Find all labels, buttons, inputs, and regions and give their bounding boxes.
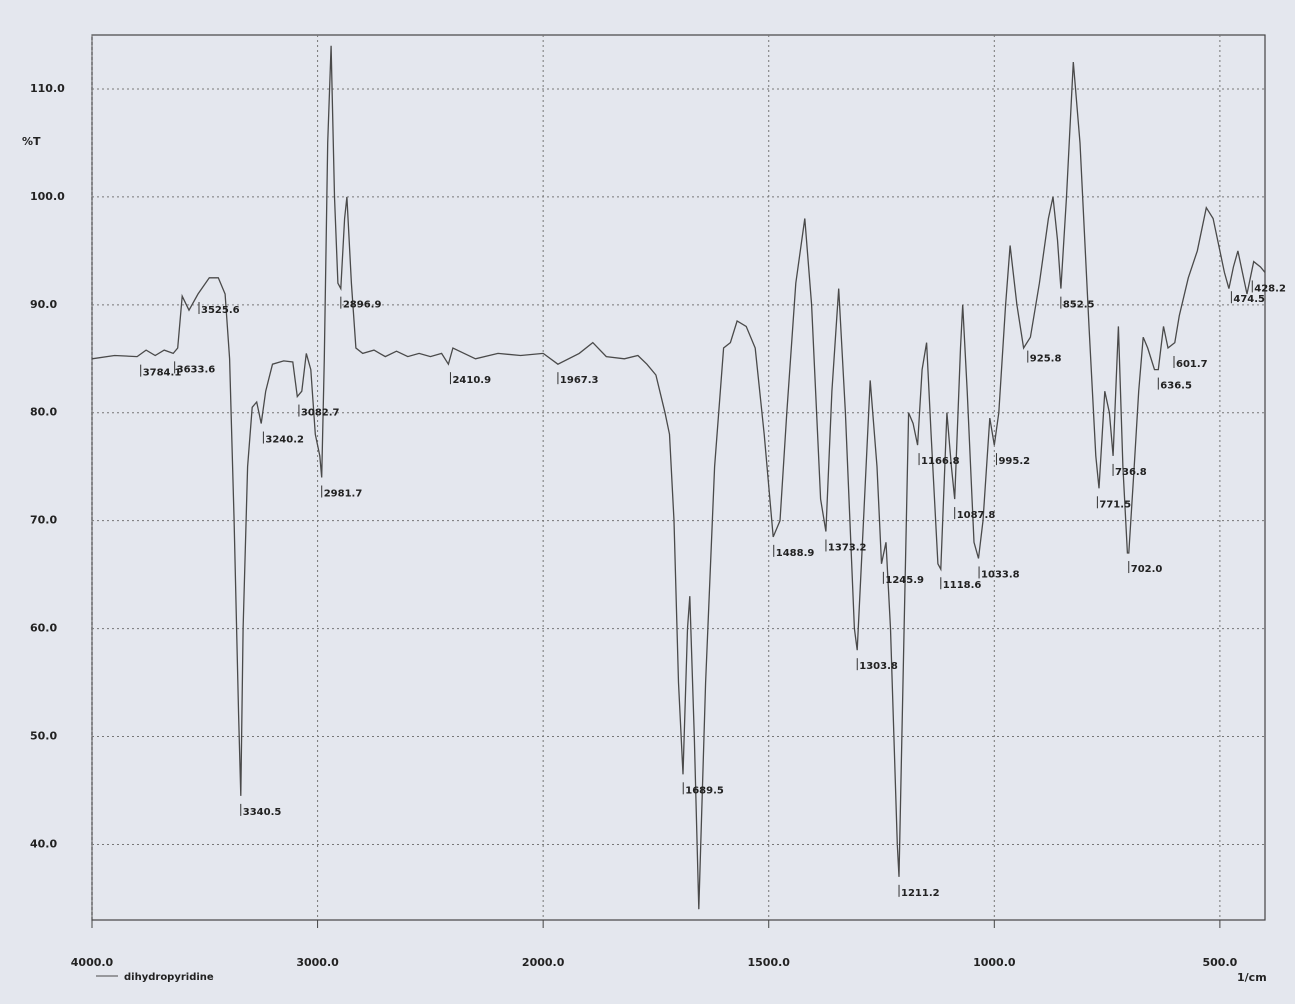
x-tick-label: 1000.0: [973, 956, 1016, 969]
x-tick-label: 4000.0: [71, 956, 114, 969]
peak-label: 1087.8: [957, 510, 996, 521]
peak-label: 1303.8: [859, 661, 898, 672]
peak-label: 925.8: [1030, 354, 1062, 365]
x-tick-label: 1500.0: [748, 956, 791, 969]
peak-label: 3240.2: [265, 435, 304, 446]
y-tick-label: 80.0: [30, 406, 57, 419]
page: %T 1/cm dihydropyridine 40.0 50.0 60.0 70.0…: [0, 0, 1295, 1004]
peak-label: 474.5: [1233, 294, 1265, 305]
peak-label: 3082.7: [301, 408, 340, 419]
y-tick-label: 70.0: [30, 514, 57, 527]
y-axis-label: %T: [22, 135, 41, 148]
peak-label: 1033.8: [981, 569, 1020, 580]
peak-label: 1967.3: [560, 375, 599, 386]
peak-label: 3784.1: [143, 368, 182, 379]
peak-label: 3633.6: [177, 364, 216, 375]
peak-label: 636.5: [1160, 381, 1192, 392]
peak-label: 601.7: [1176, 359, 1208, 370]
peak-label: 852.5: [1063, 300, 1095, 311]
peak-label: 1245.9: [885, 575, 924, 586]
peak-label: 995.2: [998, 456, 1030, 467]
y-tick-label: 40.0: [30, 837, 57, 850]
peak-label: 2410.9: [452, 375, 491, 386]
peak-label: 1211.2: [901, 888, 940, 899]
peak-label: 1118.6: [943, 580, 982, 591]
x-tick-label: 500.0: [1202, 956, 1237, 969]
peak-label: 736.8: [1115, 467, 1147, 478]
peak-label: 2896.9: [343, 300, 382, 311]
peak-label: 1373.2: [828, 542, 867, 553]
peak-label: 1166.8: [921, 456, 960, 467]
x-unit-label: 1/cm: [1237, 971, 1267, 984]
peak-label: 1488.9: [776, 548, 815, 559]
peak-label: 702.0: [1131, 564, 1163, 575]
y-tick-label: 100.0: [30, 190, 65, 203]
x-tick-label: 3000.0: [296, 956, 339, 969]
peak-label: 3340.5: [243, 807, 282, 818]
peak-label: 771.5: [1099, 499, 1131, 510]
chart: %T 1/cm dihydropyridine 40.0 50.0 60.0 70.0…: [0, 0, 1295, 1004]
y-tick-label: 110.0: [30, 82, 65, 95]
y-tick-label: 60.0: [30, 622, 57, 635]
peak-label: 2981.7: [324, 489, 363, 500]
peak-label: 1689.5: [685, 785, 724, 796]
y-tick-label: 50.0: [30, 730, 57, 743]
legend-label: dihydropyridine: [124, 972, 214, 983]
peak-label: 428.2: [1254, 283, 1286, 294]
peak-label: 3525.6: [201, 305, 240, 316]
x-tick-label: 2000.0: [522, 956, 565, 969]
y-tick-label: 90.0: [30, 298, 57, 311]
